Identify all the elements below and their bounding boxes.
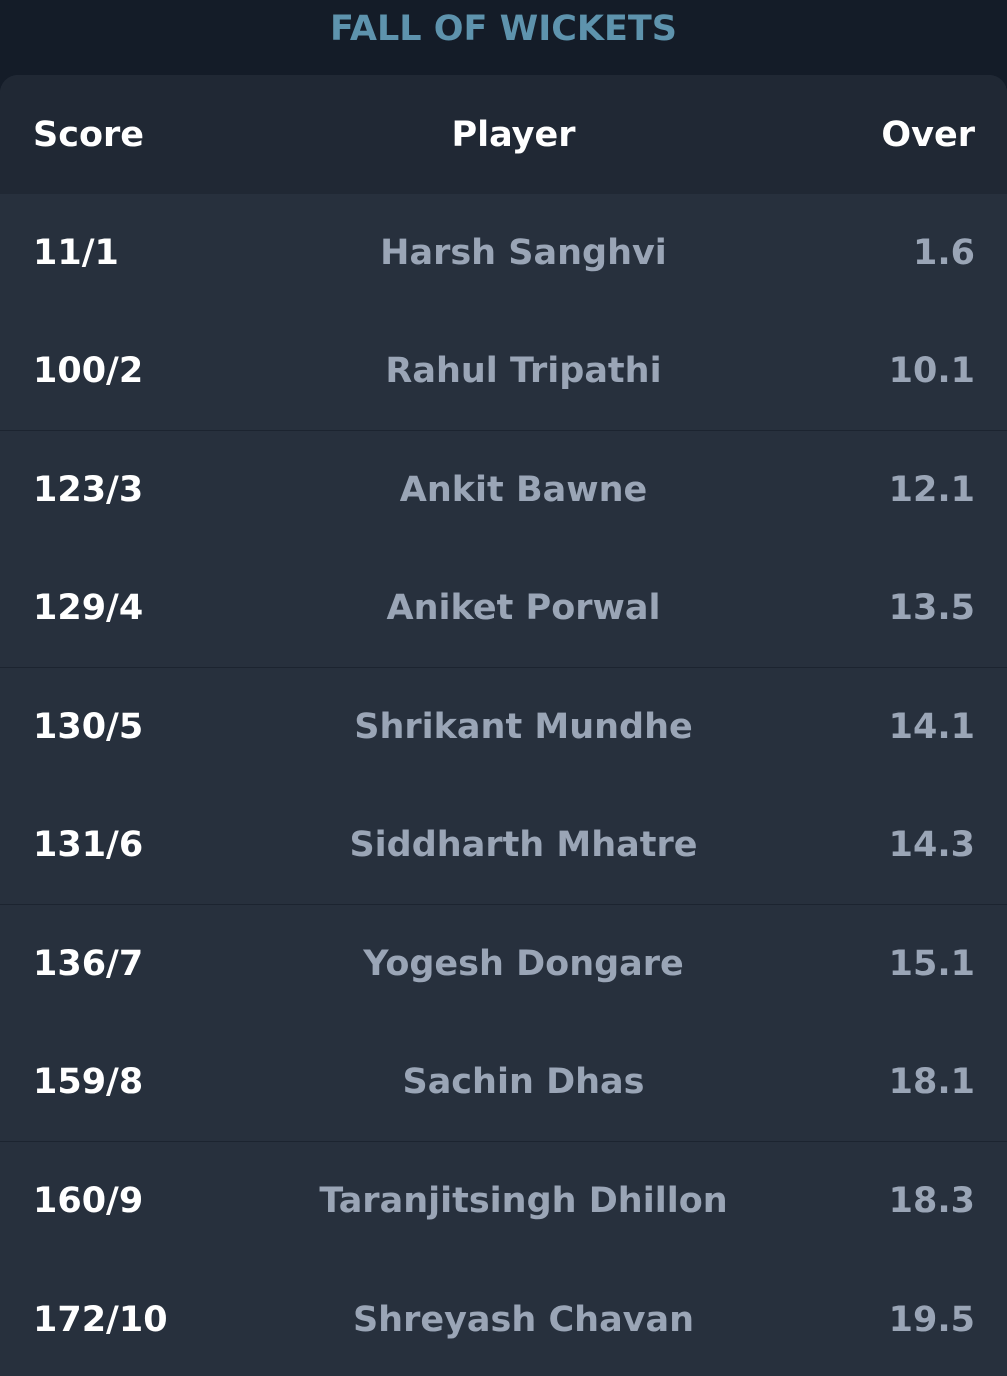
table-row[interactable]: 172/10 Shreyash Chavan 19.5 (0, 1260, 1007, 1376)
row-player[interactable]: Rahul Tripathi (385, 351, 662, 391)
section-title: FALL OF WICKETS (329, 9, 678, 49)
wickets-table: Score Player Over 11/1 Harsh Sanghvi 1.6… (0, 75, 1007, 1376)
row-over: 18.1 (888, 1062, 975, 1102)
row-player[interactable]: Taranjitsingh Dhillon (319, 1181, 728, 1221)
row-score: 131/6 (33, 825, 144, 865)
row-score: 100/2 (33, 351, 144, 391)
row-over: 13.5 (888, 588, 975, 628)
row-player[interactable]: Shrikant Mundhe (354, 707, 693, 747)
row-over: 18.3 (888, 1181, 975, 1221)
table-row[interactable]: 131/6 Siddharth Mhatre 14.3 (0, 786, 1007, 905)
row-score: 11/1 (33, 233, 119, 273)
row-player[interactable]: Harsh Sanghvi (380, 233, 667, 273)
table-row[interactable]: 11/1 Harsh Sanghvi 1.6 (0, 194, 1007, 312)
table-row[interactable]: 160/9 Taranjitsingh Dhillon 18.3 (0, 1142, 1007, 1260)
row-player[interactable]: Yogesh Dongare (363, 944, 684, 984)
table-row[interactable]: 136/7 Yogesh Dongare 15.1 (0, 905, 1007, 1023)
row-over: 14.1 (888, 707, 975, 747)
row-score: 123/3 (33, 470, 144, 510)
row-player[interactable]: Siddharth Mhatre (349, 825, 698, 865)
header-player: Player (451, 114, 576, 155)
table-header: Score Player Over (0, 75, 1007, 194)
row-over: 15.1 (888, 944, 975, 984)
row-score: 130/5 (33, 707, 144, 747)
table-row[interactable]: 129/4 Aniket Porwal 13.5 (0, 549, 1007, 668)
row-score: 172/10 (33, 1299, 168, 1340)
row-score: 129/4 (33, 588, 144, 628)
row-player[interactable]: Shreyash Chavan (352, 1299, 695, 1340)
row-over: 14.3 (888, 825, 975, 865)
row-score: 159/8 (33, 1062, 144, 1102)
table-row[interactable]: 130/5 Shrikant Mundhe 14.1 (0, 668, 1007, 786)
row-over: 19.5 (888, 1299, 975, 1340)
header-score: Score (33, 114, 144, 155)
row-over: 10.1 (888, 351, 975, 391)
table-row[interactable]: 123/3 Ankit Bawne 12.1 (0, 431, 1007, 549)
row-score: 136/7 (33, 944, 144, 984)
row-score: 160/9 (33, 1181, 144, 1221)
table-row[interactable]: 100/2 Rahul Tripathi 10.1 (0, 312, 1007, 431)
table-row[interactable]: 159/8 Sachin Dhas 18.1 (0, 1023, 1007, 1142)
row-over: 12.1 (888, 470, 975, 510)
row-player[interactable]: Aniket Porwal (386, 588, 661, 628)
row-over: 1.6 (912, 233, 975, 273)
header-over: Over (881, 114, 975, 155)
row-player[interactable]: Ankit Bawne (399, 470, 648, 510)
row-player[interactable]: Sachin Dhas (402, 1062, 645, 1102)
